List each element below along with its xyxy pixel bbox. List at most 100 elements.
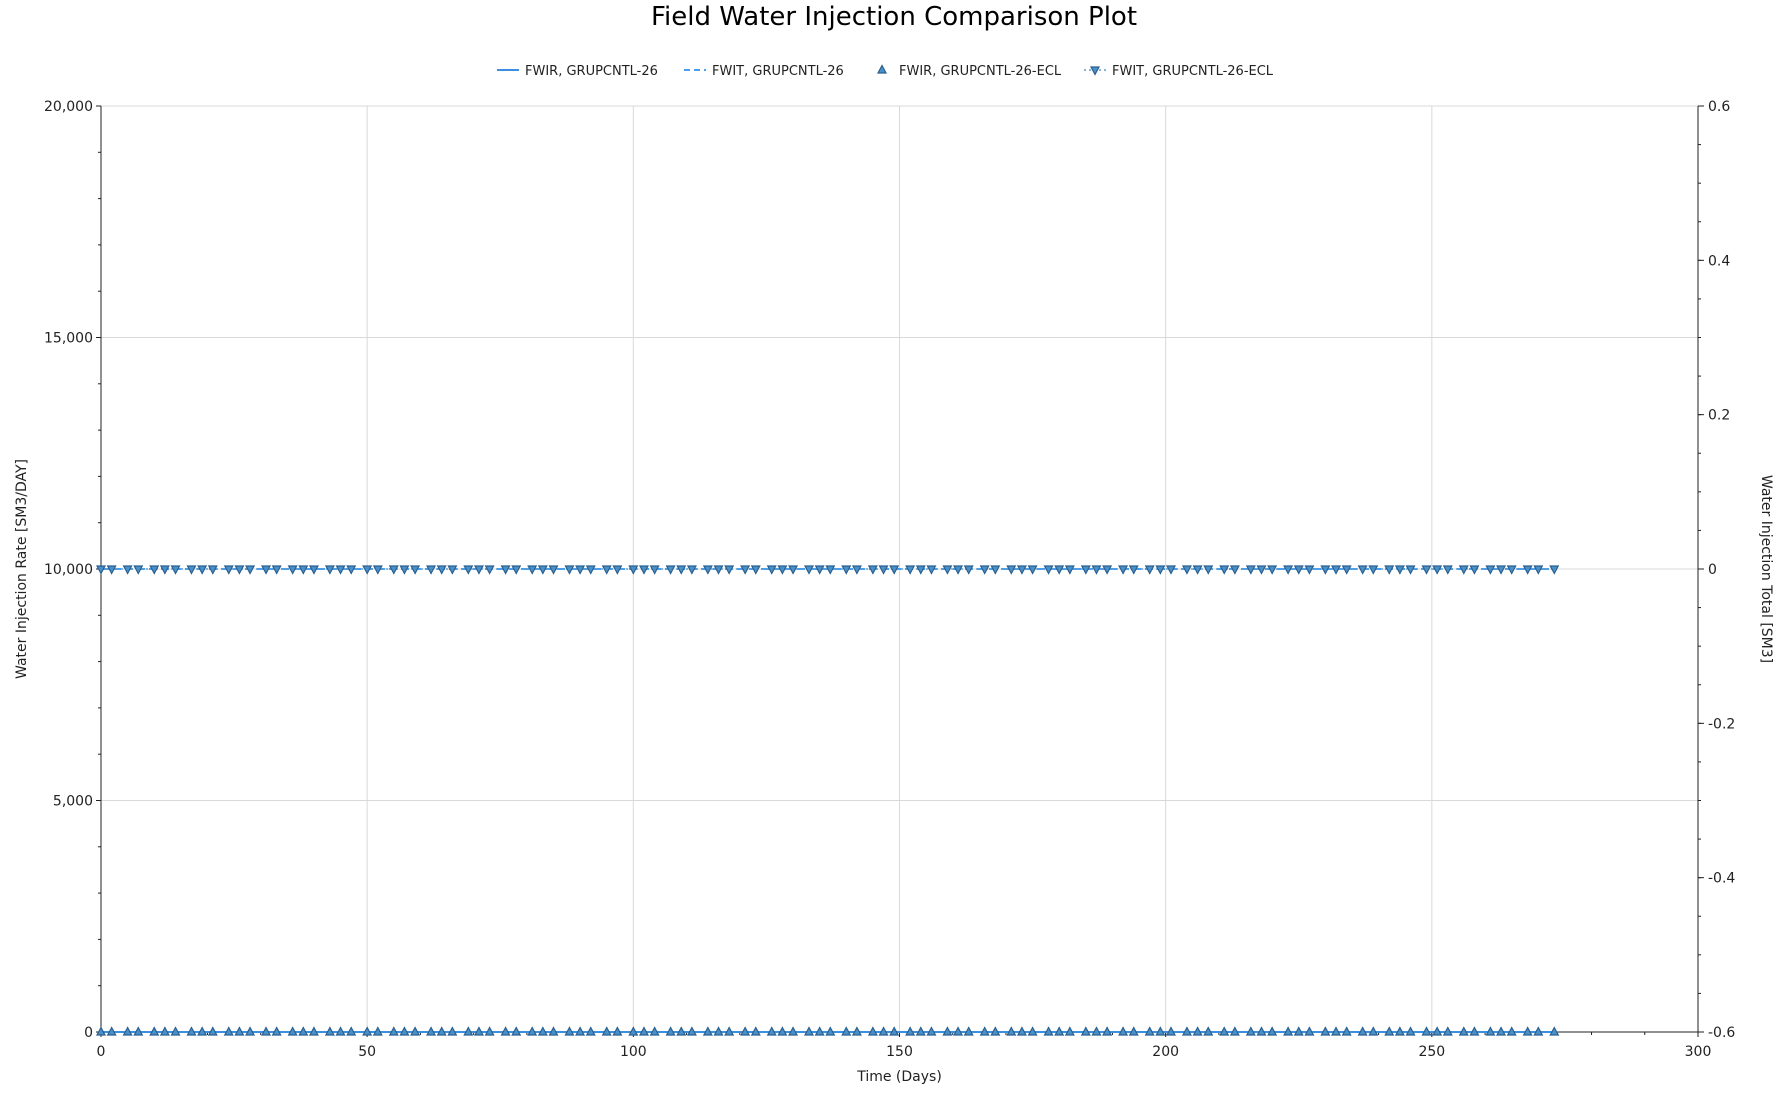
series-marker-2 [1293,1026,1304,1036]
series-marker-3 [463,565,474,575]
series-marker-3 [133,565,144,575]
series-marker-2 [399,1026,410,1036]
series-marker-3 [1256,565,1267,575]
series-marker-3 [1155,565,1166,575]
series-marker-2 [159,1026,170,1036]
series-marker-2 [1442,1026,1453,1036]
series-marker-3 [484,565,495,575]
series-marker-3 [308,565,319,575]
series-marker-3 [1304,565,1315,575]
series-marker-3 [575,565,586,575]
series-marker-2 [1549,1026,1560,1036]
series-marker-2 [287,1026,298,1036]
series-marker-2 [942,1026,953,1036]
series-marker-3 [676,565,687,575]
series-marker-2 [527,1026,538,1036]
series-marker-2 [388,1026,399,1036]
series-marker-3 [447,565,458,575]
series-marker-2 [788,1026,799,1036]
series-marker-3 [287,565,298,575]
series-marker-2 [851,1026,862,1036]
y-left-tick-label: 20,000 [44,99,93,115]
series-marker-2 [1394,1026,1405,1036]
series-marker-3 [1054,565,1065,575]
series-marker-3 [1219,565,1230,575]
series-marker-3 [851,565,862,575]
series-marker-2 [628,1026,639,1036]
series-marker-2 [1368,1026,1379,1036]
series-marker-2 [473,1026,484,1036]
series-marker-2 [1181,1026,1192,1036]
series-marker-3 [702,565,713,575]
series-marker-3 [889,565,900,575]
series-marker-3 [346,565,357,575]
series-marker-3 [1320,565,1331,575]
series-marker-3 [1006,565,1017,575]
series-marker-2 [362,1026,373,1036]
series-marker-3 [649,565,660,575]
series-marker-2 [1165,1026,1176,1036]
series-marker-2 [766,1026,777,1036]
series-marker-3 [990,565,1001,575]
series-marker-2 [346,1026,357,1036]
series-marker-3 [537,565,548,575]
series-marker-2 [96,1026,106,1036]
x-tick-label: 50 [358,1044,376,1060]
series-marker-2 [1421,1026,1432,1036]
series-marker-2 [261,1026,272,1036]
series-marker-2 [1256,1026,1267,1036]
series-marker-2 [841,1026,852,1036]
y-axis-left-label: Water Injection Rate [SM3/DAY] [14,459,30,679]
series-marker-3 [1267,565,1278,575]
series-marker-2 [436,1026,447,1036]
series-marker-3 [186,565,197,575]
series-marker-3 [979,565,990,575]
legend[interactable]: FWIR, GRUPCNTL-26 FWIT, GRUPCNTL-26 FWIR, … [497,64,1274,79]
series-marker-2 [777,1026,788,1036]
series-marker-2 [1102,1026,1113,1036]
series-marker-3 [814,565,825,575]
y-right-tick-label: -0.6 [1708,1025,1735,1041]
series-marker-2 [1357,1026,1368,1036]
series-marker-2 [889,1026,900,1036]
series-marker-3 [170,565,181,575]
series-marker-3 [1458,565,1469,575]
series-marker-3 [1357,565,1368,575]
series-marker-3 [1368,565,1379,575]
series-marker-3 [1229,565,1240,575]
series-marker-3 [825,565,836,575]
series-marker-3 [638,565,649,575]
series-marker-3 [1144,565,1155,575]
y-right-tick-label: 0 [1708,562,1717,578]
series-marker-2 [463,1026,474,1036]
series-marker-2 [234,1026,245,1036]
series-marker-3 [1181,565,1192,575]
series-marker-3 [234,565,245,575]
series-marker-2 [1229,1026,1240,1036]
series-marker-3 [1331,565,1342,575]
series-marker-2 [122,1026,133,1036]
series-marker-3 [1192,565,1203,575]
series-marker-3 [271,565,282,575]
y-right-tick-label: -0.2 [1708,716,1735,732]
series-marker-2 [953,1026,964,1036]
series-marker-3 [665,565,676,575]
series-marker-3 [1469,565,1480,575]
series-marker-2 [500,1026,511,1036]
series-marker-2 [926,1026,937,1036]
series-marker-3 [953,565,964,575]
series-marker-3 [585,565,596,575]
series-marker-2 [724,1026,735,1036]
series-marker-3 [548,565,559,575]
series-marker-2 [186,1026,197,1036]
y-left-tick-label: 15,000 [44,331,93,347]
legend-marker-3 [1090,66,1100,76]
series-marker-3 [926,565,937,575]
series-marker-2 [324,1026,335,1036]
series-marker-3 [426,565,437,575]
series-marker-2 [484,1026,495,1036]
series-marker-3 [96,565,106,575]
series-marker-2 [372,1026,383,1036]
series-marker-2 [223,1026,234,1036]
